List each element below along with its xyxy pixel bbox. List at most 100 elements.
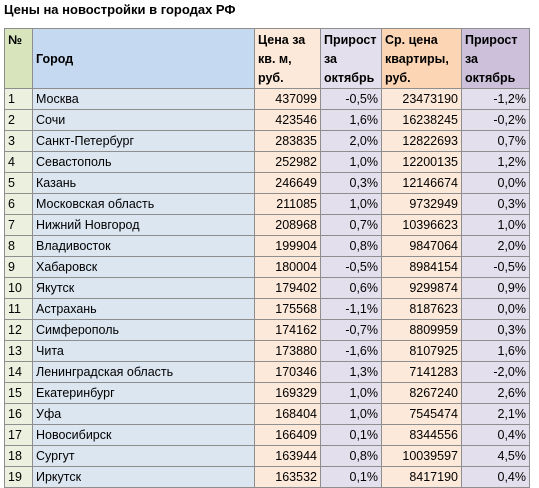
cell-number[interactable]: 9 <box>4 256 33 278</box>
header-growth-price[interactable]: Прирост за октябрь <box>320 28 382 89</box>
cell-price-per-sqm[interactable]: 169329 <box>254 382 321 404</box>
cell-price-per-sqm[interactable]: 180004 <box>254 256 321 278</box>
cell-number[interactable]: 7 <box>4 214 33 236</box>
cell-price-per-sqm[interactable]: 163532 <box>254 466 321 488</box>
cell-growth-avg[interactable]: 0,0% <box>461 172 530 194</box>
cell-avg-apartment-price[interactable]: 23473190 <box>381 88 462 110</box>
cell-number[interactable]: 11 <box>4 298 33 320</box>
cell-avg-apartment-price[interactable]: 8267240 <box>381 382 462 404</box>
cell-price-per-sqm[interactable]: 437099 <box>254 88 321 110</box>
cell-growth-avg[interactable]: 2,6% <box>461 382 530 404</box>
cell-growth-avg[interactable]: 0,4% <box>461 424 530 446</box>
cell-growth-price[interactable]: 0,8% <box>320 445 382 467</box>
cell-price-per-sqm[interactable]: 423546 <box>254 109 321 131</box>
cell-avg-apartment-price[interactable]: 9847064 <box>381 235 462 257</box>
cell-growth-avg[interactable]: 1,6% <box>461 340 530 362</box>
cell-growth-price[interactable]: -1,6% <box>320 340 382 362</box>
cell-city[interactable]: Екатеринбург <box>32 382 255 404</box>
cell-growth-price[interactable]: 1,6% <box>320 109 382 131</box>
cell-number[interactable]: 1 <box>4 88 33 110</box>
cell-growth-price[interactable]: -1,1% <box>320 298 382 320</box>
cell-growth-avg[interactable]: 0,9% <box>461 277 530 299</box>
cell-growth-avg[interactable]: 2,1% <box>461 403 530 425</box>
cell-growth-price[interactable]: 0,3% <box>320 172 382 194</box>
header-avg-apartment-price[interactable]: Ср. цена квартиры, руб. <box>381 28 462 89</box>
cell-city[interactable]: Ленинградская область <box>32 361 255 383</box>
header-price-per-sqm[interactable]: Цена за кв. м, руб. <box>254 28 321 89</box>
cell-avg-apartment-price[interactable]: 8809959 <box>381 319 462 341</box>
cell-price-per-sqm[interactable]: 179402 <box>254 277 321 299</box>
cell-avg-apartment-price[interactable]: 7141283 <box>381 361 462 383</box>
cell-growth-avg[interactable]: 0,3% <box>461 193 530 215</box>
cell-price-per-sqm[interactable]: 208968 <box>254 214 321 236</box>
cell-number[interactable]: 10 <box>4 277 33 299</box>
cell-number[interactable]: 5 <box>4 172 33 194</box>
header-number[interactable]: № <box>4 28 33 89</box>
cell-price-per-sqm[interactable]: 175568 <box>254 298 321 320</box>
cell-avg-apartment-price[interactable]: 12822693 <box>381 130 462 152</box>
cell-growth-avg[interactable]: 0,0% <box>461 298 530 320</box>
cell-growth-price[interactable]: 0,8% <box>320 235 382 257</box>
cell-avg-apartment-price[interactable]: 8187623 <box>381 298 462 320</box>
cell-number[interactable]: 19 <box>4 466 33 488</box>
cell-number[interactable]: 17 <box>4 424 33 446</box>
cell-growth-avg[interactable]: 1,2% <box>461 151 530 173</box>
cell-number[interactable]: 8 <box>4 235 33 257</box>
cell-growth-price[interactable]: 0,6% <box>320 277 382 299</box>
cell-avg-apartment-price[interactable]: 12146674 <box>381 172 462 194</box>
cell-avg-apartment-price[interactable]: 9732949 <box>381 193 462 215</box>
cell-growth-avg[interactable]: 2,0% <box>461 235 530 257</box>
cell-number[interactable]: 6 <box>4 193 33 215</box>
cell-number[interactable]: 14 <box>4 361 33 383</box>
cell-price-per-sqm[interactable]: 170346 <box>254 361 321 383</box>
cell-price-per-sqm[interactable]: 246649 <box>254 172 321 194</box>
cell-city[interactable]: Московская область <box>32 193 255 215</box>
cell-city[interactable]: Сургут <box>32 445 255 467</box>
cell-number[interactable]: 16 <box>4 403 33 425</box>
cell-price-per-sqm[interactable]: 163944 <box>254 445 321 467</box>
cell-growth-price[interactable]: 0,1% <box>320 466 382 488</box>
cell-growth-price[interactable]: 1,0% <box>320 403 382 425</box>
cell-city[interactable]: Владивосток <box>32 235 255 257</box>
cell-city[interactable]: Астрахань <box>32 298 255 320</box>
cell-avg-apartment-price[interactable]: 10396623 <box>381 214 462 236</box>
cell-price-per-sqm[interactable]: 199904 <box>254 235 321 257</box>
cell-avg-apartment-price[interactable]: 16238245 <box>381 109 462 131</box>
cell-growth-price[interactable]: -0,5% <box>320 256 382 278</box>
cell-growth-avg[interactable]: 0,4% <box>461 466 530 488</box>
cell-growth-price[interactable]: 0,7% <box>320 214 382 236</box>
cell-growth-avg[interactable]: 1,0% <box>461 214 530 236</box>
cell-city[interactable]: Новосибирск <box>32 424 255 446</box>
cell-avg-apartment-price[interactable]: 10039597 <box>381 445 462 467</box>
cell-growth-avg[interactable]: 4,5% <box>461 445 530 467</box>
cell-price-per-sqm[interactable]: 283835 <box>254 130 321 152</box>
cell-avg-apartment-price[interactable]: 8107925 <box>381 340 462 362</box>
cell-avg-apartment-price[interactable]: 8344556 <box>381 424 462 446</box>
cell-city[interactable]: Сочи <box>32 109 255 131</box>
header-growth-avg[interactable]: Прирост за октябрь <box>461 28 530 89</box>
cell-city[interactable]: Казань <box>32 172 255 194</box>
cell-growth-avg[interactable]: -1,2% <box>461 88 530 110</box>
cell-avg-apartment-price[interactable]: 8984154 <box>381 256 462 278</box>
cell-number[interactable]: 13 <box>4 340 33 362</box>
cell-city[interactable]: Хабаровск <box>32 256 255 278</box>
cell-growth-price[interactable]: -0,7% <box>320 319 382 341</box>
cell-city[interactable]: Москва <box>32 88 255 110</box>
cell-growth-price[interactable]: 1,0% <box>320 382 382 404</box>
cell-growth-price[interactable]: 1,0% <box>320 151 382 173</box>
cell-growth-avg[interactable]: -0,2% <box>461 109 530 131</box>
cell-city[interactable]: Якутск <box>32 277 255 299</box>
cell-growth-avg[interactable]: -0,5% <box>461 256 530 278</box>
cell-city[interactable]: Симферополь <box>32 319 255 341</box>
cell-growth-price[interactable]: 2,0% <box>320 130 382 152</box>
cell-price-per-sqm[interactable]: 173880 <box>254 340 321 362</box>
cell-number[interactable]: 12 <box>4 319 33 341</box>
cell-price-per-sqm[interactable]: 211085 <box>254 193 321 215</box>
cell-price-per-sqm[interactable]: 168404 <box>254 403 321 425</box>
cell-city[interactable]: Уфа <box>32 403 255 425</box>
cell-growth-price[interactable]: -0,5% <box>320 88 382 110</box>
cell-price-per-sqm[interactable]: 252982 <box>254 151 321 173</box>
cell-avg-apartment-price[interactable]: 8417190 <box>381 466 462 488</box>
cell-number[interactable]: 4 <box>4 151 33 173</box>
cell-city[interactable]: Санкт-Петербург <box>32 130 255 152</box>
